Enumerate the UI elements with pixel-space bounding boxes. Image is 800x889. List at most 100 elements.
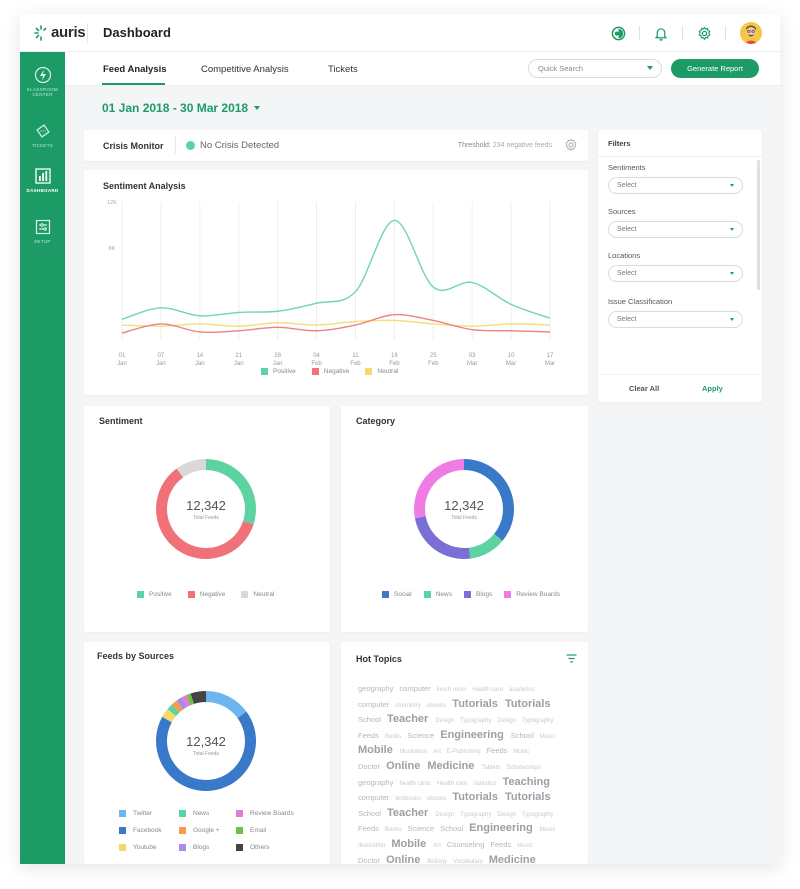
topic-word[interactable]: Feeds: [486, 746, 508, 756]
topic-word[interactable]: Science: [407, 824, 435, 834]
sidebar-item-tickets[interactable]: TICKETS: [20, 122, 65, 148]
legend-item-twitter[interactable]: Twitter: [119, 810, 152, 817]
topic-word[interactable]: academic: [509, 687, 535, 693]
topic-word[interactable]: Design: [435, 718, 454, 725]
series-line-neutral[interactable]: [121, 319, 551, 327]
topic-word[interactable]: Teacher: [386, 806, 429, 819]
topic-word[interactable]: E-Publishing: [446, 749, 481, 756]
locations-select[interactable]: Select: [608, 265, 743, 282]
category-review-boards-slice[interactable]: [414, 459, 464, 519]
topic-word[interactable]: School: [510, 730, 534, 740]
topic-word[interactable]: Engineering: [440, 728, 504, 741]
sidebar-item-klassroom-center[interactable]: KLASSROOM CENTER: [20, 66, 65, 97]
category-news-slice[interactable]: [468, 533, 503, 559]
topic-word[interactable]: Music: [539, 733, 556, 740]
topic-word[interactable]: Illustration: [358, 842, 386, 849]
avatar[interactable]: [740, 22, 762, 44]
legend-item-email[interactable]: Email: [236, 827, 266, 834]
topic-word[interactable]: Art: [433, 749, 441, 756]
topic-word[interactable]: computer: [399, 684, 431, 693]
filter-icon[interactable]: [566, 654, 577, 663]
legend-item-social[interactable]: Social: [382, 591, 412, 598]
topic-word[interactable]: Teaching: [502, 775, 550, 788]
series-line-positive[interactable]: [121, 219, 551, 320]
topic-word[interactable]: Tutorials: [504, 791, 551, 804]
topic-word[interactable]: Art: [433, 842, 441, 849]
topic-word[interactable]: Design: [497, 811, 517, 818]
topic-word[interactable]: Music: [513, 749, 530, 756]
legend-item-review-boards[interactable]: Review Boards: [504, 591, 560, 598]
topic-word[interactable]: ebooks: [426, 796, 447, 803]
filters-scrollbar[interactable]: [757, 160, 760, 290]
topic-word[interactable]: Scholarships: [506, 764, 541, 771]
crisis-settings-gear-icon[interactable]: [564, 138, 578, 157]
legend-item-blogs[interactable]: Blogs: [463, 591, 492, 598]
category-social-slice[interactable]: [464, 459, 514, 541]
topic-word[interactable]: Feeds: [358, 824, 379, 834]
sources-review-boards-slice[interactable]: [181, 695, 191, 707]
topic-word[interactable]: School: [358, 808, 381, 818]
legend-item-negative[interactable]: Negative: [187, 591, 225, 598]
topic-word[interactable]: textbooks: [395, 796, 421, 803]
legend-item-neutral[interactable]: Neutral: [365, 368, 398, 375]
topic-word[interactable]: Biology: [427, 858, 448, 864]
sources-others-slice[interactable]: [190, 691, 206, 704]
topic-word[interactable]: Online: [386, 853, 421, 864]
topic-word[interactable]: Engineering: [469, 822, 533, 835]
topic-word[interactable]: chemistry: [395, 702, 421, 709]
sources-facebook-slice[interactable]: [156, 711, 256, 791]
sidebar-item-dashboard[interactable]: DASHBOARD: [20, 167, 65, 193]
sources-youtube-slice[interactable]: [162, 709, 176, 723]
topic-word[interactable]: Illustration: [399, 749, 428, 756]
topic-word[interactable]: lunch room: [436, 687, 467, 693]
quick-search-dropdown[interactable]: Quick Search: [528, 59, 662, 78]
topic-word[interactable]: Typography: [522, 811, 554, 818]
legend-item-others[interactable]: Others: [236, 844, 270, 851]
sentiment-positive-slice[interactable]: [206, 459, 256, 525]
issue-classification-select[interactable]: Select: [608, 311, 743, 328]
series-line-negative[interactable]: [121, 313, 551, 334]
sources-news-slice[interactable]: [167, 704, 180, 717]
topic-word[interactable]: Typography: [460, 718, 492, 725]
topic-word[interactable]: computer: [358, 793, 390, 803]
topic-word[interactable]: Vocabulary: [453, 858, 483, 864]
category-blogs-slice[interactable]: [414, 516, 471, 559]
topic-word[interactable]: Tutorials: [452, 697, 498, 710]
sources-blogs-slice[interactable]: [176, 697, 188, 710]
topic-word[interactable]: Design: [435, 811, 454, 818]
topic-word[interactable]: health clinic: [399, 780, 431, 787]
topic-word[interactable]: Music: [517, 842, 533, 849]
theme-icon[interactable]: [609, 24, 627, 42]
tab-feed-analysis[interactable]: Feed Analysis: [103, 64, 167, 75]
bell-icon[interactable]: [652, 24, 670, 42]
sources-select[interactable]: Select: [608, 221, 743, 238]
legend-item-news[interactable]: News: [179, 810, 209, 817]
topic-word[interactable]: Typography: [460, 811, 492, 818]
topic-word[interactable]: Tutorials: [504, 697, 551, 710]
topic-word[interactable]: Health care: [472, 687, 504, 693]
legend-item-facebook[interactable]: Facebook: [119, 827, 162, 834]
topic-word[interactable]: Online: [386, 759, 421, 772]
legend-item-google-[interactable]: Google +: [179, 827, 220, 834]
topic-word[interactable]: Feeds: [490, 839, 512, 849]
sidebar-item-setup[interactable]: SETUP: [20, 218, 65, 244]
topic-word[interactable]: Medicine: [427, 759, 475, 772]
topic-word[interactable]: Music: [539, 827, 556, 834]
sources-email-slice[interactable]: [186, 693, 194, 706]
topic-word[interactable]: geography: [358, 777, 394, 787]
legend-item-youtube[interactable]: Youtube: [119, 844, 157, 851]
topic-word[interactable]: School: [358, 715, 381, 725]
topic-word[interactable]: Design: [497, 718, 517, 725]
sources-google--slice[interactable]: [171, 700, 184, 713]
topic-word[interactable]: School: [440, 824, 464, 834]
sentiment-neutral-slice[interactable]: [176, 459, 206, 478]
legend-item-news[interactable]: News: [423, 591, 452, 598]
topic-word[interactable]: Medicine: [488, 853, 536, 864]
topic-word[interactable]: Mobile: [358, 744, 393, 757]
topic-word[interactable]: Health care: [436, 780, 468, 787]
topic-word[interactable]: computer: [358, 699, 390, 709]
topic-word[interactable]: geography: [358, 684, 394, 693]
gear-icon[interactable]: [695, 24, 713, 42]
tab-tickets[interactable]: Tickets: [328, 64, 358, 75]
legend-item-blogs[interactable]: Blogs: [179, 844, 209, 851]
